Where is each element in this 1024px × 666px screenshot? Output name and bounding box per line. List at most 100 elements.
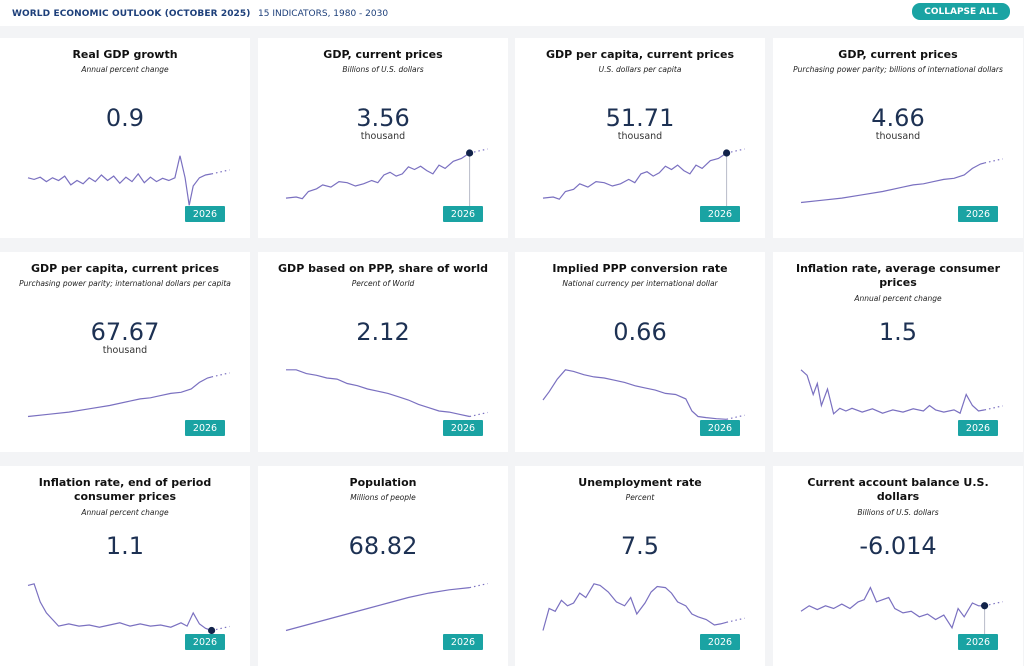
indicator-card[interactable]: Current account balance U.S. dollars Bill… bbox=[773, 466, 1023, 666]
indicator-title: GDP based on PPP, share of world bbox=[278, 262, 488, 275]
collapse-all-button[interactable]: COLLAPSE ALL bbox=[912, 3, 1010, 20]
sparkline-forecast bbox=[984, 158, 1003, 164]
indicator-value-suffix: thousand bbox=[360, 131, 406, 142]
sparkline-chart bbox=[800, 158, 1003, 204]
sparkline-forecast bbox=[726, 148, 745, 154]
indicator-title: GDP, current prices bbox=[323, 48, 443, 61]
indicator-title: Real GDP growth bbox=[72, 48, 178, 61]
indicator-unit: Millions of people bbox=[350, 493, 416, 502]
sparkline-series bbox=[800, 586, 985, 630]
indicator-unit: Billions of U.S. dollars bbox=[857, 508, 939, 517]
indicator-value: 51.71 bbox=[605, 104, 675, 132]
sparkline-series bbox=[27, 155, 212, 206]
sparkline-forecast bbox=[984, 601, 1003, 607]
indicator-unit: Purchasing power parity; international d… bbox=[19, 279, 231, 288]
indicator-card[interactable]: Inflation rate, end of period consumer p… bbox=[0, 466, 250, 666]
sparkline-series bbox=[27, 583, 212, 632]
sparkline-forecast bbox=[726, 617, 745, 623]
sparkline-forecast bbox=[469, 148, 488, 154]
indicator-value: 3.56 bbox=[356, 104, 410, 132]
sparkline-chart bbox=[286, 369, 488, 418]
indicator-unit: Purchasing power parity; billions of int… bbox=[793, 65, 1003, 74]
sparkline-series bbox=[285, 152, 470, 200]
sparkline-forecast bbox=[726, 414, 745, 420]
indicator-value: -6.014 bbox=[859, 532, 937, 560]
sparkline-chart bbox=[800, 586, 1003, 634]
indicator-value: 7.5 bbox=[620, 532, 660, 560]
indicator-value: 0.9 bbox=[105, 104, 145, 132]
sparkline-chart bbox=[285, 148, 488, 206]
indicator-card[interactable]: Inflation rate, average consumer prices A… bbox=[773, 252, 1023, 452]
year-button[interactable]: 2026 bbox=[700, 206, 740, 222]
sparkline-chart bbox=[542, 148, 745, 206]
year-button[interactable]: 2026 bbox=[958, 420, 998, 436]
sparkline-chart bbox=[542, 583, 745, 631]
sparkline-forecast bbox=[469, 411, 488, 418]
year-button[interactable]: 2026 bbox=[958, 206, 998, 222]
indicator-card[interactable]: Real GDP growth Annual percent change 0.9 2… bbox=[0, 38, 250, 238]
indicator-title: Current account balance U.S. dollars bbox=[807, 476, 989, 503]
indicator-value: 68.82 bbox=[348, 532, 418, 560]
indicator-title: GDP per capita, current prices bbox=[545, 48, 735, 61]
indicator-unit: National currency per international doll… bbox=[562, 279, 718, 288]
sparkline-forecast bbox=[211, 625, 230, 632]
sparkline-series bbox=[542, 369, 727, 420]
year-button[interactable]: 2026 bbox=[443, 420, 483, 436]
year-button[interactable]: 2026 bbox=[443, 206, 483, 222]
indicator-unit: Annual percent change bbox=[81, 65, 169, 74]
indicator-unit: Percent of World bbox=[351, 279, 415, 288]
year-button[interactable]: 2026 bbox=[185, 206, 225, 222]
sparkline-chart bbox=[542, 369, 745, 420]
indicator-card[interactable]: Population Millions of people 68.82 2026 bbox=[258, 466, 508, 666]
indicator-value-suffix: thousand bbox=[102, 345, 148, 356]
indicator-card[interactable]: GDP per capita, current prices Purchasing… bbox=[0, 252, 250, 452]
indicator-card[interactable]: GDP, current prices Billions of U.S. doll… bbox=[258, 38, 508, 238]
sparkline-series bbox=[800, 369, 985, 415]
marker-dot bbox=[981, 602, 989, 610]
indicator-unit: Percent bbox=[625, 493, 655, 502]
year-button[interactable]: 2026 bbox=[185, 420, 225, 436]
marker-dot bbox=[466, 149, 474, 157]
indicator-card[interactable]: GDP based on PPP, share of world Percent … bbox=[258, 252, 508, 452]
indicator-title: GDP, current prices bbox=[838, 48, 958, 61]
sparkline-chart bbox=[27, 372, 230, 418]
sparkline-series bbox=[27, 376, 212, 418]
indicator-card[interactable]: GDP, current prices Purchasing power pari… bbox=[773, 38, 1023, 238]
page-title: WORLD ECONOMIC OUTLOOK (OCTOBER 2025) bbox=[12, 9, 251, 19]
sparkline-forecast bbox=[211, 372, 230, 378]
indicator-title: Implied PPP conversion rate bbox=[552, 262, 728, 275]
indicator-title: GDP per capita, current prices bbox=[30, 262, 220, 275]
indicator-unit: U.S. dollars per capita bbox=[598, 65, 682, 74]
year-button[interactable]: 2026 bbox=[185, 634, 225, 650]
sparkline-series bbox=[286, 369, 470, 418]
indicator-value: 67.67 bbox=[90, 318, 160, 346]
marker-dot bbox=[723, 149, 731, 157]
year-button[interactable]: 2026 bbox=[700, 420, 740, 436]
indicator-title: Population bbox=[349, 476, 417, 489]
sparkline-chart bbox=[800, 369, 1003, 415]
indicator-value: 2.12 bbox=[356, 318, 410, 346]
year-button[interactable]: 2026 bbox=[443, 634, 483, 650]
indicator-unit: Billions of U.S. dollars bbox=[342, 65, 424, 74]
header-bar: WORLD ECONOMIC OUTLOOK (OCTOBER 2025) 15… bbox=[0, 0, 1024, 26]
sparkline-series bbox=[542, 152, 727, 200]
indicator-value: 1.1 bbox=[105, 532, 145, 560]
indicator-value-suffix: thousand bbox=[875, 131, 921, 142]
indicator-card[interactable]: Implied PPP conversion rate National curr… bbox=[515, 252, 765, 452]
sparkline-chart bbox=[285, 583, 488, 632]
indicator-value: 4.66 bbox=[871, 104, 925, 132]
year-button[interactable]: 2026 bbox=[958, 634, 998, 650]
indicator-card[interactable]: Unemployment rate Percent 7.5 2026 bbox=[515, 466, 765, 666]
marker-dot bbox=[208, 626, 216, 635]
sparkline-forecast bbox=[984, 405, 1003, 411]
indicator-value: 0.66 bbox=[613, 318, 667, 346]
indicator-value-suffix: thousand bbox=[617, 131, 663, 142]
sparkline-forecast bbox=[211, 169, 230, 175]
sparkline-series bbox=[285, 587, 470, 632]
indicator-card[interactable]: GDP per capita, current prices U.S. dolla… bbox=[515, 38, 765, 238]
indicator-unit: Annual percent change bbox=[81, 508, 169, 517]
year-button[interactable]: 2026 bbox=[700, 634, 740, 650]
indicator-title: Inflation rate, end of period consumer p… bbox=[38, 476, 212, 503]
indicator-title: Unemployment rate bbox=[578, 476, 702, 489]
indicator-count: 15 INDICATORS, 1980 - 2030 bbox=[258, 9, 389, 19]
